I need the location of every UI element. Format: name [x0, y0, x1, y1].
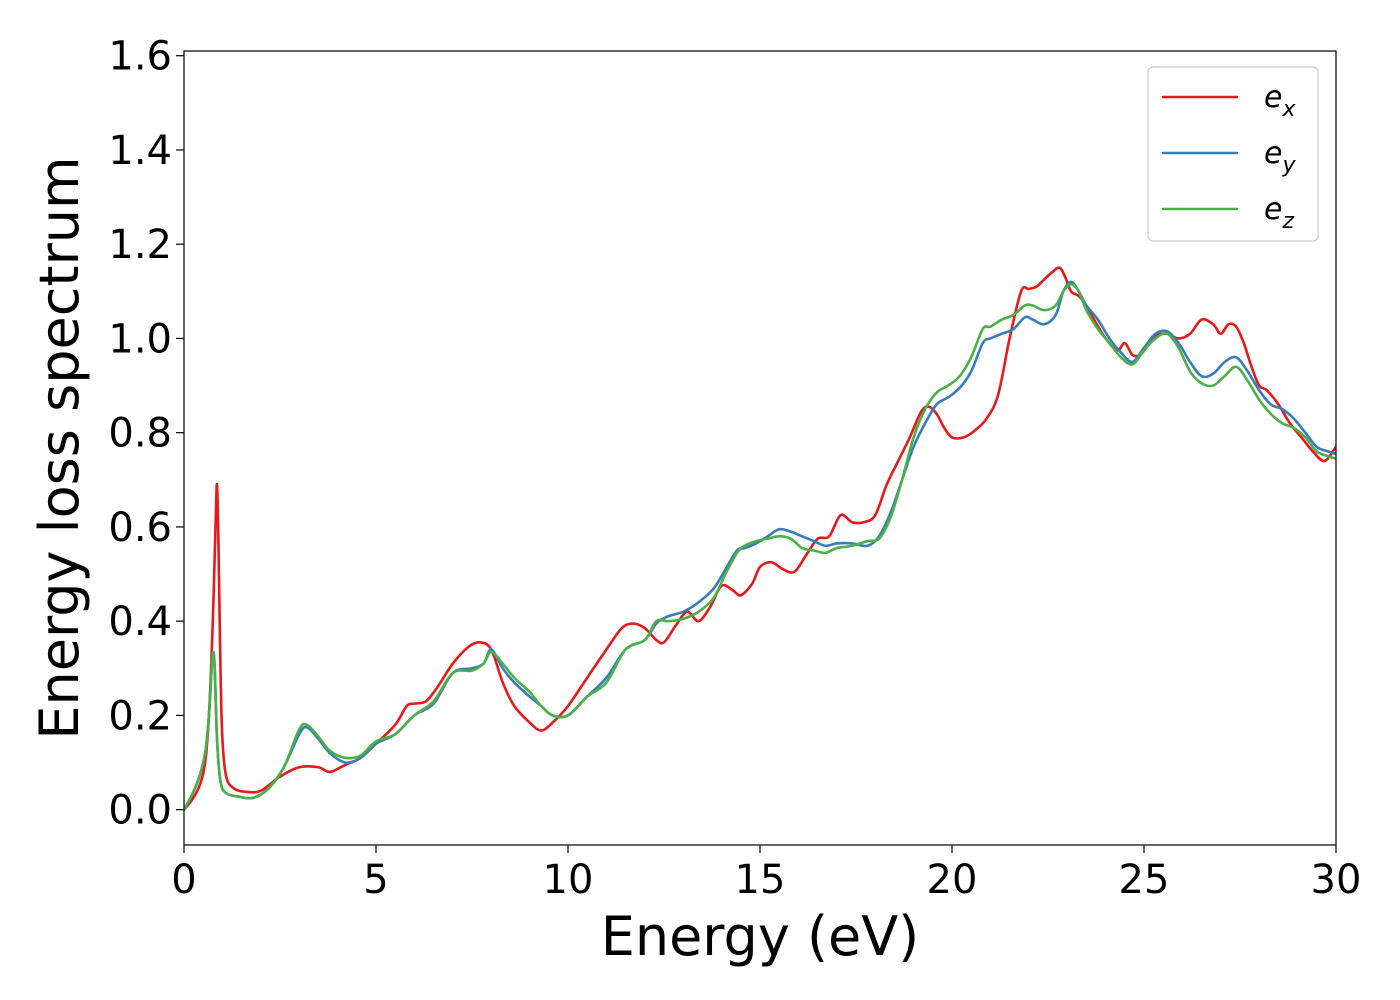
series-line-z	[184, 282, 1336, 811]
legend-label: ez	[1264, 192, 1294, 234]
x-tick-label: 25	[1119, 857, 1170, 903]
y-axis-title: Energy loss spectrum	[28, 156, 91, 739]
x-tick-label: 5	[363, 857, 388, 903]
y-tick-label: 0.0	[108, 788, 172, 834]
y-tick-label: 1.6	[108, 34, 172, 80]
series-line-y	[184, 280, 1336, 811]
y-tick-label: 0.8	[108, 411, 172, 457]
y-tick-label: 1.4	[108, 128, 172, 174]
y-tick-label: 0.6	[108, 505, 172, 551]
legend-label: ex	[1264, 80, 1296, 122]
legend-label: ey	[1264, 136, 1296, 178]
x-axis: 0 5 10 15 20 25 30	[171, 845, 1361, 903]
legend-entry-z: ez	[1162, 192, 1294, 234]
x-tick-label: 10	[543, 857, 594, 903]
x-tick-label: 15	[735, 857, 786, 903]
x-tick-label: 0	[171, 857, 196, 903]
legend-entry-y: ey	[1162, 136, 1296, 178]
y-axis: 0.0 0.2 0.4 0.6 0.8 1.0 1.2 1.4 1.6	[108, 34, 184, 834]
x-axis-title: Energy (eV)	[601, 905, 920, 968]
series-layer	[184, 266, 1336, 811]
y-tick-label: 1.0	[108, 316, 172, 362]
y-tick-label: 0.2	[108, 693, 172, 739]
y-tick-label: 1.2	[108, 222, 172, 268]
legend-entry-x: ex	[1162, 80, 1296, 122]
x-tick-label: 30	[1311, 857, 1362, 903]
x-tick-label: 20	[927, 857, 978, 903]
y-tick-label: 0.4	[108, 599, 172, 645]
legend: ex ey ez	[1147, 66, 1319, 242]
